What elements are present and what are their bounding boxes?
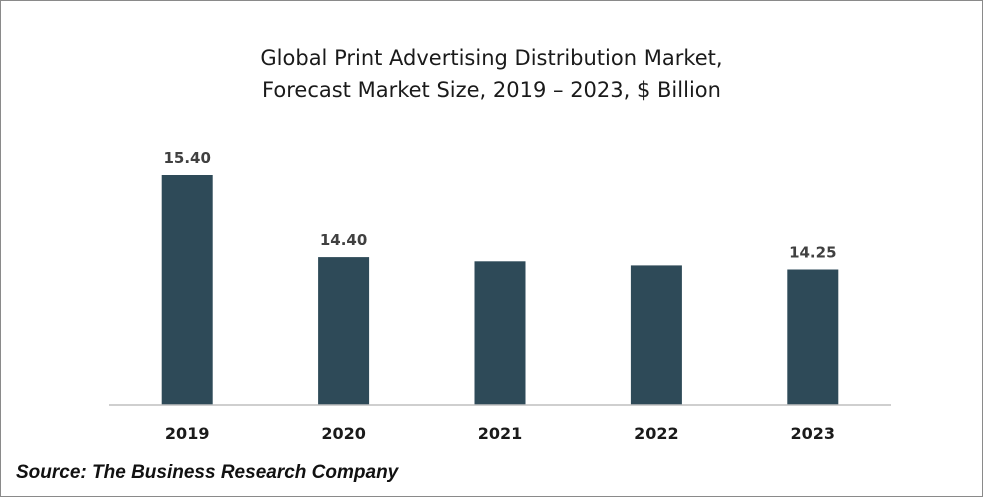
bar-2023 <box>787 269 839 405</box>
chart-title-line-2: Forecast Market Size, 2019 – 2023, $ Bil… <box>262 78 721 102</box>
bar-2020 <box>318 257 370 405</box>
bar-2019 <box>161 175 213 405</box>
x-tick-label-2022: 2022 <box>634 424 679 443</box>
data-label-2019: 15.40 <box>163 149 210 167</box>
chart-title: Global Print Advertising Distribution Ma… <box>0 42 983 106</box>
bar-2021 <box>474 261 526 405</box>
bar-series <box>161 175 839 405</box>
source-note: Source: The Business Research Company <box>16 462 399 483</box>
x-axis-tick-labels: 2019 2020 2021 2022 2023 <box>165 424 835 443</box>
data-label-2020: 14.40 <box>320 231 367 249</box>
x-tick-label-2019: 2019 <box>165 424 210 443</box>
x-tick-label-2021: 2021 <box>478 424 523 443</box>
bar-2022 <box>630 265 682 405</box>
chart-title-line-1: Global Print Advertising Distribution Ma… <box>260 46 723 70</box>
x-tick-label-2020: 2020 <box>321 424 366 443</box>
data-labels: 15.40 14.40 14.25 <box>163 149 836 262</box>
data-label-2023: 14.25 <box>789 244 836 262</box>
x-tick-label-2023: 2023 <box>791 424 836 443</box>
